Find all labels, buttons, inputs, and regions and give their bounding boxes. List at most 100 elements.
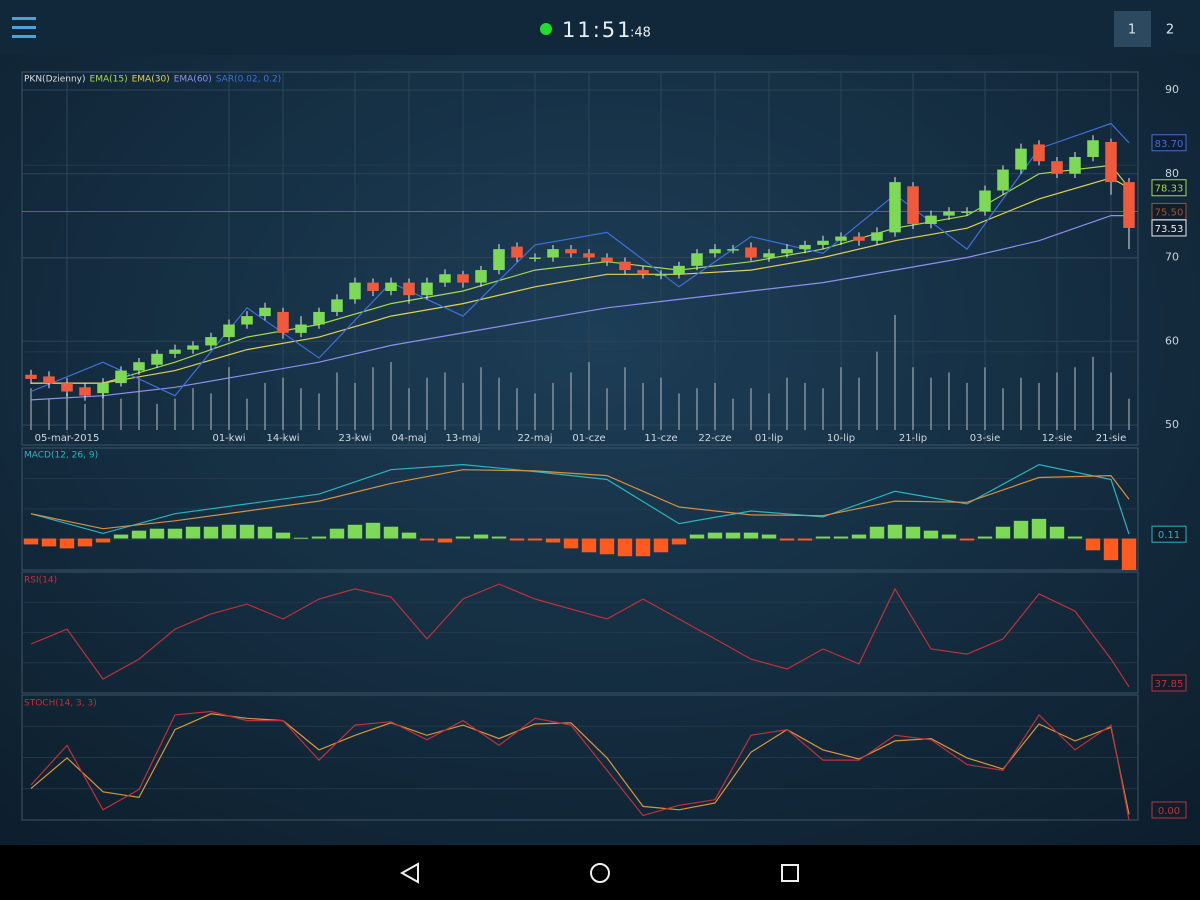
histogram-bar <box>113 534 129 539</box>
histogram-bar <box>581 538 597 553</box>
histogram-bar <box>203 526 219 539</box>
histogram-bar <box>599 538 615 555</box>
histogram-bar <box>473 534 489 539</box>
candle-body <box>691 253 703 266</box>
histogram-bar <box>563 538 579 549</box>
candle-body <box>421 282 433 296</box>
volume-bar <box>822 388 824 430</box>
histogram-bar <box>1049 526 1065 539</box>
x-tick-label: 13-maj <box>446 433 481 444</box>
status-dot <box>540 23 552 35</box>
volume-bar <box>300 388 302 430</box>
volume-bar <box>606 388 608 430</box>
volume-bar <box>534 393 536 430</box>
clock-seconds: :48 <box>630 26 651 41</box>
recents-button[interactable] <box>781 864 799 882</box>
histogram-bar <box>545 538 561 543</box>
histogram-bar <box>1013 520 1029 539</box>
home-button[interactable] <box>590 863 610 883</box>
candle-body <box>799 244 811 250</box>
volume-bar <box>462 382 464 430</box>
indicator-line <box>30 710 1130 821</box>
volume-bar <box>1038 382 1040 430</box>
top-bar <box>0 0 1200 55</box>
volume-bar <box>354 382 356 430</box>
histogram-bar <box>707 532 723 539</box>
candle-body <box>547 249 559 258</box>
x-tick-label: 01-lip <box>755 433 783 444</box>
volume-bar <box>768 393 770 430</box>
menu-line <box>12 35 36 38</box>
candle-body <box>853 236 865 241</box>
histogram-bar <box>887 524 903 539</box>
clock: 11:51 <box>562 18 633 42</box>
histogram-bar <box>257 526 273 539</box>
volume-bar <box>894 315 896 430</box>
menu-line <box>12 17 36 20</box>
histogram-bar <box>1067 536 1083 539</box>
indicator-line <box>30 713 1130 815</box>
candle-body <box>133 362 145 371</box>
candle-body <box>1105 141 1117 183</box>
y-tick-label: 80 <box>1165 167 1179 180</box>
candle-body <box>529 257 541 259</box>
histogram-bar <box>221 524 237 539</box>
candle-body <box>205 337 217 346</box>
volume-bar <box>408 388 410 430</box>
histogram-bar <box>293 537 309 539</box>
volume-bar <box>444 372 446 430</box>
menu-button[interactable] <box>12 17 36 38</box>
menu-line <box>12 26 36 29</box>
histogram-bar <box>941 534 957 539</box>
candle-body <box>277 311 289 333</box>
candle-body <box>331 299 343 312</box>
candle-body <box>1051 161 1063 174</box>
x-tick-label: 21-sie <box>1096 433 1126 444</box>
x-tick-label: 22-maj <box>518 433 553 444</box>
candle-body <box>61 383 73 392</box>
histogram-bar <box>995 526 1011 539</box>
volume-bar <box>498 377 500 430</box>
histogram-bar <box>653 538 669 553</box>
volume-bar <box>120 398 122 430</box>
x-tick-label: 11-cze <box>644 433 677 444</box>
candle-body <box>601 257 613 262</box>
volume-bar <box>516 388 518 430</box>
candle-body <box>907 186 919 224</box>
back-button[interactable] <box>399 862 419 884</box>
volume-bar <box>1056 372 1058 430</box>
volume-bar <box>264 382 266 430</box>
histogram-bar <box>671 538 687 545</box>
legend-entry: EMA(60) <box>174 75 212 85</box>
tab-label[interactable]: 2 <box>1166 23 1174 38</box>
value-label: 83.70 <box>1155 139 1184 150</box>
candle-body <box>673 265 685 275</box>
candle-body <box>1033 144 1045 162</box>
volume-bar <box>282 377 284 430</box>
x-tick-label: 01-kwi <box>212 433 245 444</box>
volume-bar <box>1092 356 1094 430</box>
legend-entry: EMA(30) <box>132 75 170 85</box>
candle-body <box>871 232 883 241</box>
histogram-bar <box>131 530 147 539</box>
tab-label[interactable]: 1 <box>1128 23 1136 38</box>
volume-bar <box>678 393 680 430</box>
candle-body <box>817 240 829 245</box>
volume-bar <box>246 398 248 430</box>
candle-body <box>925 215 937 224</box>
candle-body <box>835 236 847 241</box>
candle-body <box>565 249 577 254</box>
candle-body <box>79 387 91 396</box>
histogram-bar <box>779 538 795 541</box>
indicator-line <box>30 122 1130 397</box>
volume-bar <box>804 382 806 430</box>
value-label: 37.85 <box>1155 679 1184 690</box>
volume-bar <box>948 372 950 430</box>
histogram-bar <box>851 534 867 539</box>
histogram-bar <box>347 524 363 539</box>
volume-bar <box>318 393 320 430</box>
value-box <box>1151 674 1187 692</box>
histogram-bar <box>1121 538 1137 570</box>
tab-active[interactable] <box>1114 11 1151 47</box>
